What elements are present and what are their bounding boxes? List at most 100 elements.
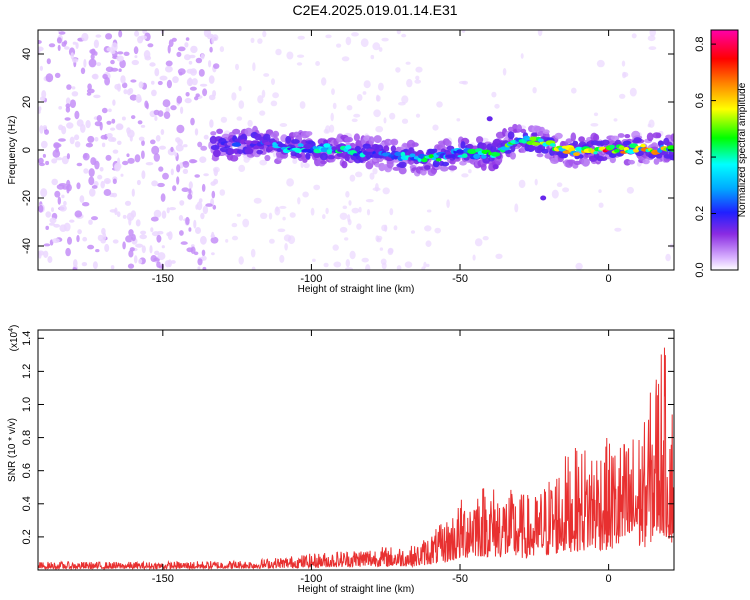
heatmap-blob	[434, 227, 442, 234]
heatmap-blob	[133, 46, 139, 55]
heatmap-blob	[188, 60, 193, 65]
heatmap-blob	[435, 158, 442, 162]
heatmap-blob	[344, 136, 353, 143]
heatmap-blob	[285, 135, 292, 144]
heatmap-blob	[161, 245, 165, 249]
heatmap-blob	[53, 223, 61, 228]
heatmap-blob	[164, 260, 171, 268]
heatmap-blob	[372, 42, 381, 51]
heatmap-blob	[194, 174, 200, 178]
heatmap-blob	[180, 106, 184, 115]
heatmap-blob	[162, 172, 169, 180]
heatmap-blob	[436, 101, 443, 108]
heatmap-blob	[129, 94, 138, 101]
heatmap-blob	[149, 62, 156, 67]
heatmap-blob	[406, 78, 413, 88]
heatmap-blob	[361, 257, 369, 263]
heatmap-blob	[244, 147, 254, 155]
heatmap-blob	[213, 168, 218, 177]
heatmap-blob	[323, 262, 329, 268]
heatmap-blob	[247, 119, 253, 127]
heatmap-blob	[74, 110, 80, 120]
heatmap-blob	[389, 112, 396, 120]
heatmap-blob	[165, 60, 173, 67]
heatmap-blob	[567, 159, 576, 164]
heatmap-blob	[66, 84, 72, 90]
heatmap-blob	[96, 115, 103, 122]
heatmap-blob	[147, 43, 154, 48]
heatmap-blob	[534, 178, 538, 186]
heatmap-blob	[111, 137, 117, 143]
heatmap-blob	[480, 163, 487, 171]
heatmap-blob	[531, 132, 538, 137]
snr-frame	[37, 329, 675, 571]
heatmap-blob	[211, 252, 215, 256]
heatmap-blob	[264, 141, 271, 146]
heatmap-blob	[590, 123, 599, 127]
heatmap-blob	[77, 229, 82, 235]
heatmap-blob	[390, 145, 397, 153]
heatmap-blob	[184, 54, 191, 61]
heatmap-blob	[345, 267, 353, 270]
heatmap-blob	[153, 209, 162, 218]
heatmap-blob	[128, 249, 134, 258]
heatmap-blob	[151, 145, 160, 155]
heatmap-blob	[556, 182, 563, 187]
heatmap-blob	[478, 142, 487, 150]
y-tick-label: 20	[21, 96, 33, 108]
heatmap-blob	[55, 157, 63, 161]
heatmap-blob	[655, 132, 662, 139]
heatmap-blob	[57, 30, 63, 33]
heatmap-blob	[127, 263, 135, 269]
heatmap-blob	[410, 230, 416, 234]
heatmap-blob	[70, 52, 75, 60]
heatmap-blob	[425, 240, 432, 247]
heatmap-blob	[81, 262, 88, 267]
heatmap-blob	[122, 82, 128, 89]
heatmap-blob	[157, 110, 164, 117]
heatmap-blob	[194, 128, 199, 136]
heatmap-blob	[354, 145, 361, 152]
heatmap-blob	[149, 245, 153, 254]
heatmap-blob	[170, 168, 174, 176]
heatmap-blob	[165, 107, 170, 113]
heatmap-blob	[203, 173, 209, 177]
heatmap-blob	[139, 35, 148, 40]
heatmap-blob	[231, 92, 237, 101]
heatmap-blob	[380, 258, 387, 265]
heatmap-blob	[71, 86, 76, 90]
heatmap-blob	[345, 145, 352, 150]
y-tick-label: 0.4	[21, 496, 33, 511]
heatmap-blob	[310, 207, 315, 216]
heatmap-blob	[203, 30, 211, 38]
heatmap-blob	[235, 63, 239, 71]
heatmap-blob	[69, 99, 76, 108]
heatmap-blob	[284, 243, 288, 251]
heatmap-blob	[189, 86, 197, 91]
heatmap-blob	[170, 146, 174, 152]
heatmap-blob	[39, 125, 44, 134]
heatmap-blob	[349, 250, 356, 260]
heatmap-blob	[541, 148, 549, 154]
heatmap-blob	[97, 174, 103, 180]
heatmap-blob	[263, 133, 271, 142]
heatmap-blob	[91, 216, 98, 221]
heatmap-blob	[199, 156, 207, 163]
heatmap-blob	[185, 37, 190, 41]
heatmap-blob	[231, 222, 238, 228]
heatmap-blob	[415, 66, 423, 73]
heatmap-blob	[58, 124, 64, 131]
heatmap-blob	[411, 142, 419, 147]
heatmap-blob	[38, 48, 41, 54]
heatmap-blob	[125, 235, 133, 243]
heatmap-blob	[446, 199, 450, 209]
heatmap-blob	[649, 30, 656, 37]
heatmap-blob	[45, 73, 54, 83]
heatmap-blob	[168, 39, 174, 47]
heatmap-blob	[88, 176, 95, 186]
heatmap-blob	[157, 182, 165, 188]
heatmap-blob	[468, 169, 472, 174]
heatmap-blob	[445, 140, 452, 147]
heatmap-blob	[59, 205, 67, 212]
heatmap-blob	[538, 138, 544, 143]
